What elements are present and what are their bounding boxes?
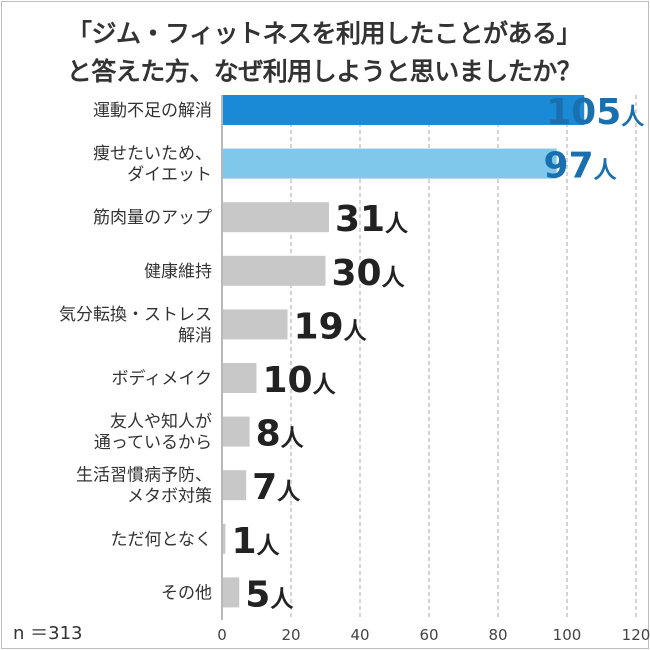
data-label: 31人	[335, 199, 409, 240]
data-label-unit: 人	[385, 211, 409, 237]
bar	[223, 577, 240, 608]
data-label-value: 30	[332, 253, 382, 294]
bar	[223, 202, 329, 233]
chart-title-line-2: と答えた方、なぜ利用しようと思いましたか？	[66, 57, 582, 86]
bar	[223, 470, 247, 501]
category-label: メタボ対策	[127, 487, 212, 507]
category-label: 健康維持	[144, 262, 212, 282]
data-label-value: 8	[256, 414, 281, 455]
data-label-unit: 人	[594, 158, 618, 184]
data-label-unit: 人	[281, 426, 305, 452]
data-label: 105人	[546, 92, 645, 133]
x-tick-label: 80	[488, 626, 507, 644]
data-label-unit: 人	[277, 479, 301, 505]
category-label: ただ何となく	[111, 530, 213, 550]
category-label: その他	[161, 583, 212, 603]
category-label: 解消	[178, 326, 212, 346]
bar	[223, 148, 557, 179]
category-label: 運動不足の解消	[93, 101, 212, 121]
bar	[223, 523, 226, 554]
grid-lines	[221, 95, 637, 620]
category-label: 生活習慣病予防、	[76, 466, 212, 486]
category-labels: 運動不足の解消痩せたいため、ダイエット筋肉量のアップ健康維持気分転換・ストレス解…	[59, 101, 212, 603]
data-label-value: 105	[546, 92, 621, 133]
data-label: 7人	[252, 467, 301, 508]
data-label-unit: 人	[621, 104, 645, 130]
chart-title-line-1: 「ジム・フィットネスを利用したことがある」	[66, 19, 582, 48]
data-label-unit: 人	[313, 372, 337, 398]
data-label-value: 97	[544, 146, 594, 187]
data-label: 8人	[256, 414, 305, 455]
sample-size-note: n ＝313	[13, 623, 83, 644]
category-label: 筋肉量のアップ	[93, 208, 212, 228]
data-label-unit: 人	[257, 533, 281, 559]
data-label: 19人	[294, 306, 368, 347]
bars	[223, 95, 585, 608]
category-label: 痩せたいため、	[93, 144, 212, 164]
bar	[223, 416, 250, 447]
data-label: 10人	[263, 360, 337, 401]
category-label: 気分転換・ストレス	[59, 305, 212, 325]
category-label: ダイエット	[127, 165, 212, 185]
data-label-unit: 人	[344, 318, 368, 344]
x-tick-label: 60	[419, 626, 438, 644]
category-label: 友人や知人が	[110, 412, 212, 432]
category-label: ボディメイク	[112, 368, 212, 389]
data-label-unit: 人	[382, 265, 406, 291]
bar	[223, 363, 257, 393]
data-label-value: 1	[231, 521, 256, 562]
data-label-value: 31	[335, 199, 385, 240]
data-label-value: 7	[252, 467, 277, 508]
bar	[223, 95, 585, 125]
x-tick-label: 100	[553, 626, 582, 644]
data-label-value: 5	[245, 574, 270, 615]
data-label-unit: 人	[270, 586, 294, 612]
data-label: 97人	[544, 146, 618, 187]
x-tick-label: 0	[217, 626, 227, 644]
x-axis-ticks: 0 20 40 60 80 100 120	[217, 626, 650, 644]
x-tick-label: 40	[350, 626, 369, 644]
data-label: 5人	[245, 574, 294, 615]
x-tick-label: 20	[281, 626, 300, 644]
bar	[223, 309, 288, 340]
data-label-value: 19	[294, 306, 344, 347]
x-tick-label: 120	[622, 626, 650, 644]
category-label: 通っているから	[94, 433, 212, 453]
data-label: 30人	[332, 253, 406, 294]
bar	[223, 255, 326, 286]
data-label: 1人	[231, 521, 280, 562]
data-label-value: 10	[263, 360, 313, 401]
